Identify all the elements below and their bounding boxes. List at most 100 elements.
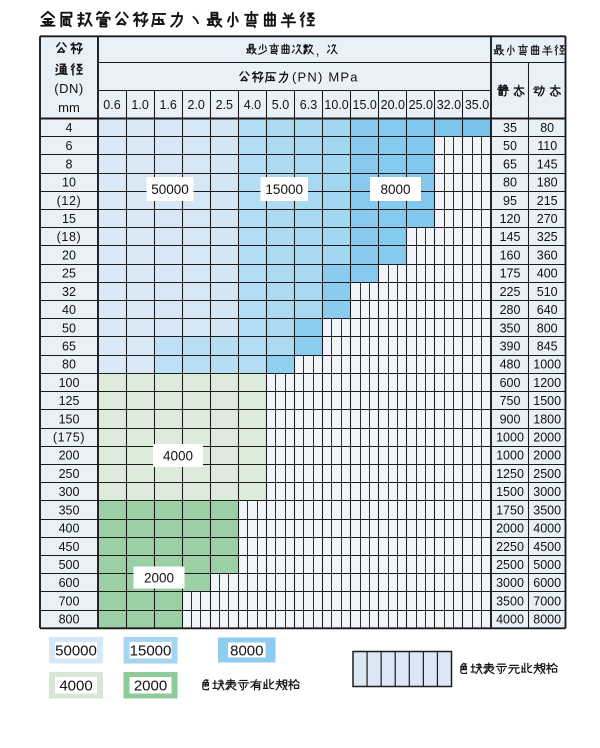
svg-text:32: 32: [62, 285, 76, 299]
svg-text:0.6: 0.6: [103, 98, 120, 112]
svg-text:6000: 6000: [533, 576, 561, 590]
svg-text:50: 50: [62, 321, 76, 335]
svg-text:50000: 50000: [55, 643, 97, 660]
svg-text:1750: 1750: [496, 503, 524, 517]
svg-text:3000: 3000: [533, 485, 561, 499]
svg-text:1000: 1000: [533, 358, 561, 372]
svg-text:50000: 50000: [151, 182, 189, 197]
svg-text:4000: 4000: [163, 448, 193, 463]
svg-text:1500: 1500: [533, 394, 561, 408]
svg-text:65: 65: [62, 340, 76, 354]
svg-text:125: 125: [59, 394, 80, 408]
svg-text:2000: 2000: [533, 431, 561, 445]
svg-text:160: 160: [500, 249, 521, 263]
svg-text:(18): (18): [57, 230, 82, 244]
svg-text:175: 175: [500, 267, 521, 281]
svg-text:35.0: 35.0: [465, 98, 489, 112]
svg-text:6.3: 6.3: [300, 98, 317, 112]
svg-text:215: 215: [537, 194, 558, 208]
svg-text:450: 450: [59, 540, 80, 554]
svg-text:1250: 1250: [496, 467, 524, 481]
svg-text:32.0: 32.0: [437, 98, 461, 112]
svg-text:750: 750: [500, 394, 521, 408]
svg-text:120: 120: [500, 212, 521, 226]
svg-text:15.0: 15.0: [353, 98, 377, 112]
svg-text:900: 900: [500, 412, 521, 426]
svg-text:1800: 1800: [533, 412, 561, 426]
svg-text:390: 390: [500, 340, 521, 354]
svg-text:360: 360: [537, 249, 558, 263]
svg-text:15000: 15000: [265, 182, 303, 197]
svg-text:2000: 2000: [134, 678, 167, 695]
svg-text:4000: 4000: [59, 678, 92, 695]
svg-text:325: 325: [537, 230, 558, 244]
svg-text:4000: 4000: [496, 613, 524, 627]
svg-text:400: 400: [537, 267, 558, 281]
svg-text:(12): (12): [57, 194, 82, 208]
svg-text:1200: 1200: [533, 376, 561, 390]
svg-text:5000: 5000: [533, 558, 561, 572]
svg-text:270: 270: [537, 212, 558, 226]
svg-text:280: 280: [500, 303, 521, 317]
svg-text:2000: 2000: [496, 522, 524, 536]
svg-text:180: 180: [537, 176, 558, 190]
svg-text:1000: 1000: [496, 449, 524, 463]
svg-text:4: 4: [66, 121, 73, 135]
svg-text:800: 800: [59, 613, 80, 627]
svg-text:15: 15: [62, 212, 76, 226]
svg-text:845: 845: [537, 340, 558, 354]
svg-text:5.0: 5.0: [272, 98, 289, 112]
svg-text:80: 80: [62, 358, 76, 372]
svg-text:225: 225: [500, 285, 521, 299]
svg-text:3500: 3500: [496, 594, 524, 608]
svg-text:4.0: 4.0: [244, 98, 261, 112]
svg-text:500: 500: [59, 558, 80, 572]
svg-text:10: 10: [62, 176, 76, 190]
svg-text:95: 95: [503, 194, 517, 208]
svg-text:(PN) MPa: (PN) MPa: [292, 70, 359, 85]
svg-text:50: 50: [503, 139, 517, 153]
svg-text:250: 250: [59, 467, 80, 481]
svg-text:80: 80: [503, 176, 517, 190]
svg-text:2000: 2000: [533, 449, 561, 463]
svg-text:25: 25: [62, 267, 76, 281]
svg-text:20: 20: [62, 249, 76, 263]
svg-text:(DN): (DN): [54, 81, 83, 96]
svg-text:80: 80: [540, 121, 554, 135]
svg-text:4000: 4000: [533, 522, 561, 536]
svg-text:200: 200: [59, 449, 80, 463]
svg-text:25.0: 25.0: [409, 98, 433, 112]
svg-text:300: 300: [59, 485, 80, 499]
svg-text:480: 480: [500, 358, 521, 372]
svg-text:510: 510: [537, 285, 558, 299]
svg-text:700: 700: [59, 594, 80, 608]
svg-text:3000: 3000: [496, 576, 524, 590]
svg-text:8: 8: [66, 157, 73, 171]
svg-text:3500: 3500: [533, 503, 561, 517]
svg-text:7000: 7000: [533, 594, 561, 608]
svg-text:1500: 1500: [496, 485, 524, 499]
svg-text:8000: 8000: [380, 182, 410, 197]
svg-text:800: 800: [537, 321, 558, 335]
svg-text:350: 350: [500, 321, 521, 335]
svg-text:110: 110: [537, 139, 557, 153]
svg-text:1000: 1000: [496, 431, 524, 445]
svg-text:(175): (175): [53, 431, 85, 445]
svg-text:8000: 8000: [533, 613, 561, 627]
svg-text:640: 640: [537, 303, 558, 317]
svg-text:,: ,: [316, 43, 320, 58]
svg-text:2.5: 2.5: [216, 98, 233, 112]
svg-text:mm: mm: [58, 100, 80, 115]
svg-text:40: 40: [62, 303, 76, 317]
svg-text:100: 100: [59, 376, 80, 390]
svg-text:1.6: 1.6: [160, 98, 177, 112]
svg-text:4500: 4500: [533, 540, 561, 554]
svg-text:1.0: 1.0: [131, 98, 148, 112]
svg-text:35: 35: [503, 121, 517, 135]
svg-text:145: 145: [537, 157, 558, 171]
svg-text:400: 400: [59, 522, 80, 536]
svg-text:20.0: 20.0: [381, 98, 405, 112]
svg-text:6: 6: [66, 139, 73, 153]
svg-text:2.0: 2.0: [188, 98, 205, 112]
svg-text:150: 150: [59, 412, 80, 426]
